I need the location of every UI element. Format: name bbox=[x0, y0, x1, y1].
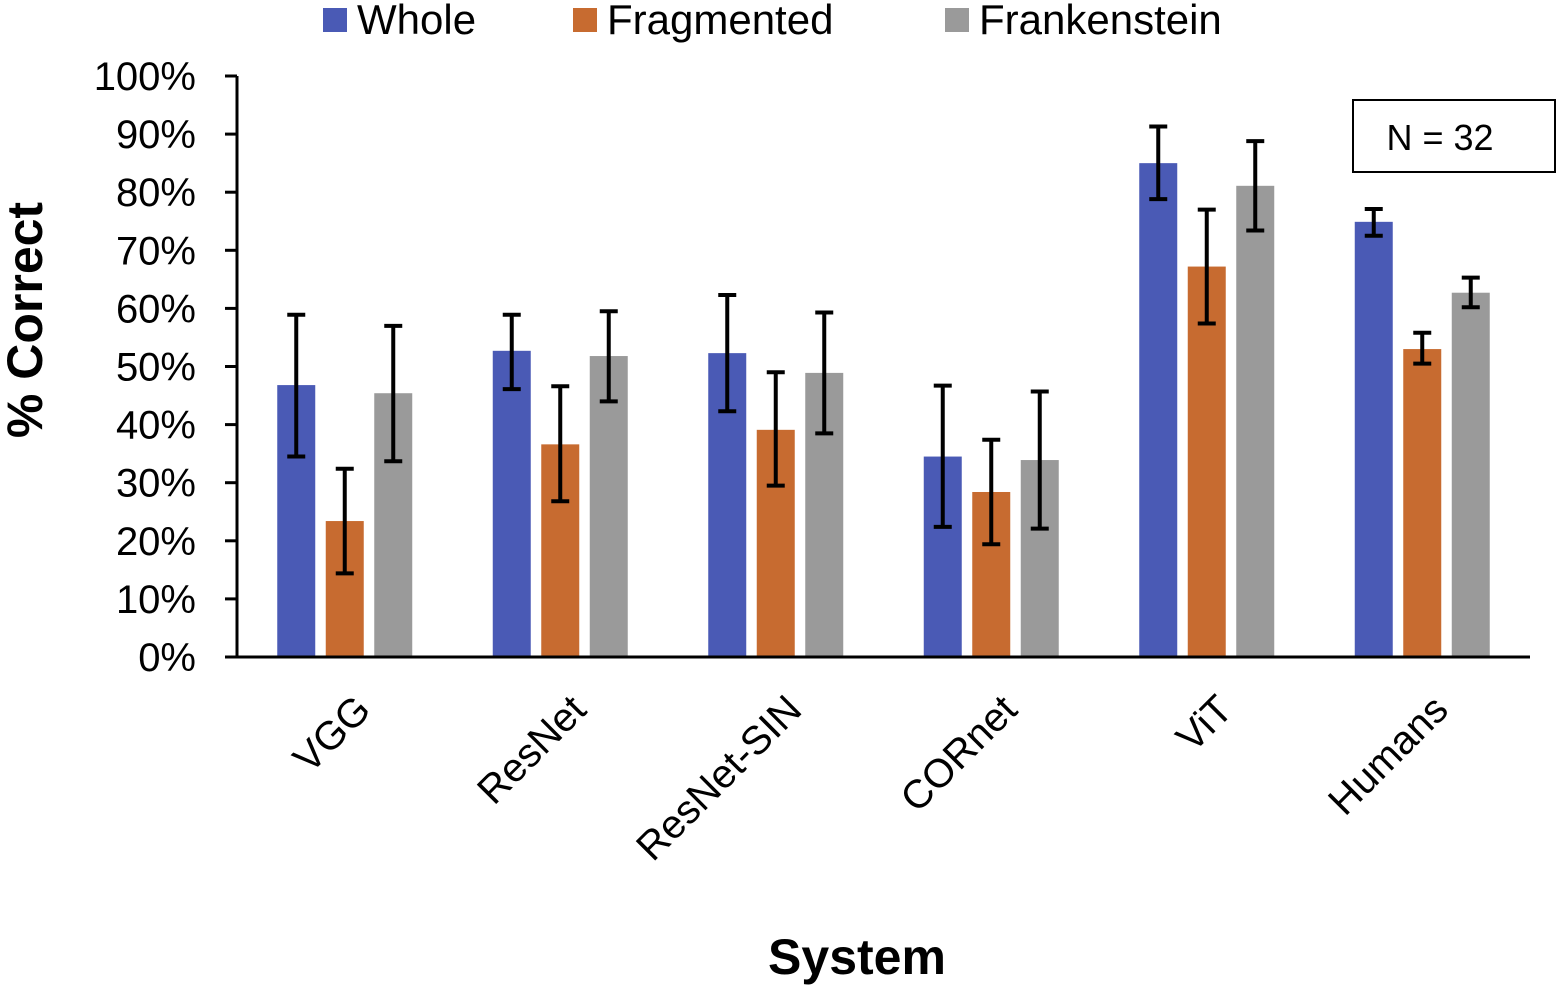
y-tick-label: 10% bbox=[116, 578, 196, 622]
x-tick-label: ResNet-SIN bbox=[628, 687, 810, 869]
bar bbox=[1354, 221, 1393, 657]
bar bbox=[492, 350, 531, 657]
error-bars bbox=[287, 124, 1480, 576]
x-axis-title: System bbox=[768, 929, 946, 985]
x-axis-tick-labels: VGG ResNet ResNet-SIN CORnet ViT Humans bbox=[285, 687, 1456, 869]
sample-size-note: N = 32 bbox=[1352, 99, 1556, 173]
y-axis-title: % Correct bbox=[0, 202, 53, 439]
y-tick-label: 20% bbox=[116, 520, 196, 564]
bar bbox=[1236, 185, 1275, 657]
x-tick-label: Humans bbox=[1320, 687, 1456, 823]
y-tick-label: 40% bbox=[116, 404, 196, 448]
bar bbox=[589, 356, 628, 657]
bar bbox=[1139, 163, 1178, 657]
legend-label: Frankenstein bbox=[979, 0, 1222, 43]
x-tick-label: ResNet bbox=[469, 687, 594, 812]
y-tick-label: 70% bbox=[116, 229, 196, 273]
x-tick-label: CORnet bbox=[892, 687, 1025, 820]
legend: Whole Fragmented Frankenstein bbox=[323, 0, 1222, 43]
y-tick-label: 50% bbox=[116, 346, 196, 390]
bar bbox=[1403, 349, 1442, 657]
legend-label: Fragmented bbox=[607, 0, 833, 43]
y-axis-ticks: 0% 10% 20% 30% 40% 50% 60% 70% 80% 90% 100% bbox=[94, 55, 237, 680]
bar bbox=[1451, 292, 1490, 657]
y-tick-label: 90% bbox=[116, 113, 196, 157]
x-tick-label: ViT bbox=[1168, 687, 1241, 760]
legend-swatch bbox=[573, 8, 597, 32]
note-box bbox=[1352, 99, 1556, 173]
y-tick-label: 80% bbox=[116, 171, 196, 215]
bars bbox=[277, 163, 1490, 657]
legend-swatch bbox=[323, 8, 347, 32]
y-tick-label: 0% bbox=[138, 636, 196, 680]
y-tick-label: 30% bbox=[116, 462, 196, 506]
bar bbox=[1187, 266, 1226, 657]
note-text: N = 32 bbox=[1386, 117, 1493, 158]
legend-label: Whole bbox=[357, 0, 476, 43]
x-tick-label: VGG bbox=[285, 687, 379, 781]
y-tick-label: 100% bbox=[94, 55, 196, 99]
legend-swatch bbox=[945, 8, 969, 32]
y-tick-label: 60% bbox=[116, 287, 196, 331]
